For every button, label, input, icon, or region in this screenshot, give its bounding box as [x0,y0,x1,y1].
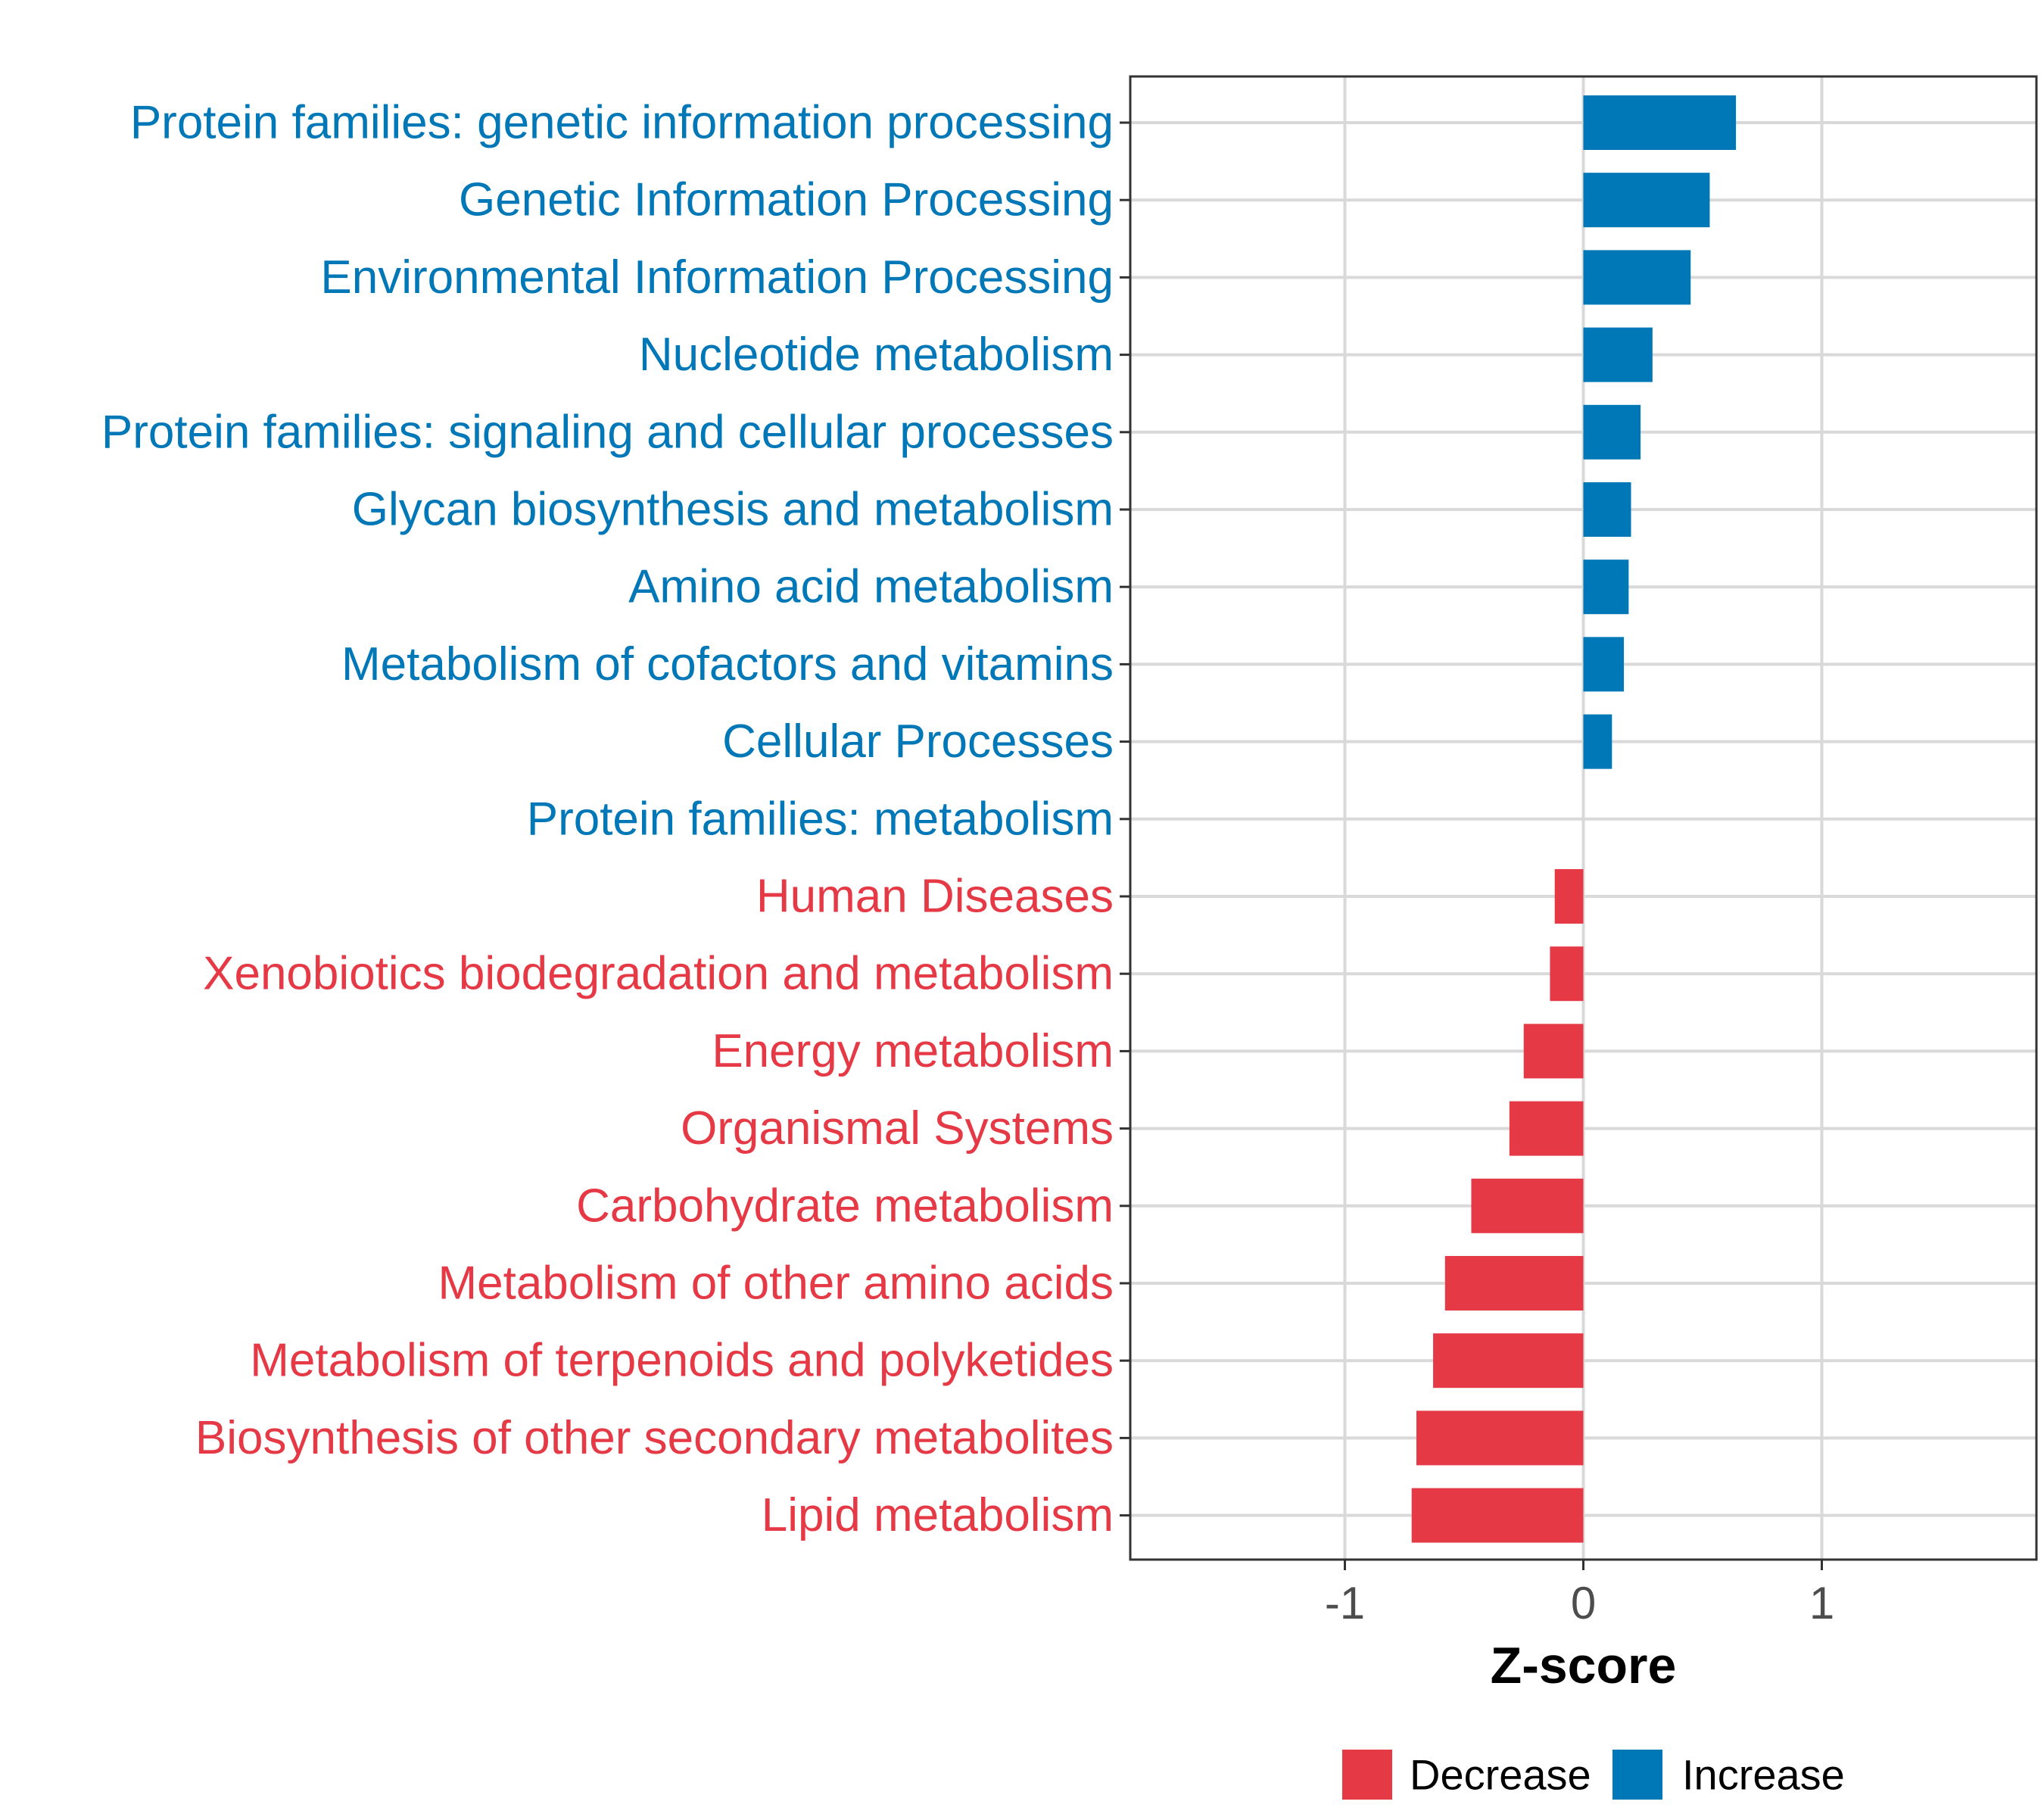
bar [1583,173,1710,228]
category-labels: Protein families: genetic information pr… [101,97,1114,1542]
category-label: Human Diseases [756,871,1114,923]
y-axis-ticks [1120,121,1130,1517]
category-label: Xenobiotics biodegradation and metabolis… [203,948,1114,1000]
x-tick-label: 1 [1809,1578,1834,1628]
x-axis-ticks: -1 0 1 [1325,1560,1834,1628]
bar [1433,1333,1584,1388]
category-label: Amino acid metabolism [628,561,1114,613]
bar [1583,482,1631,537]
category-label: Energy metabolism [712,1025,1114,1077]
bar-layer [1411,95,1737,1543]
bar [1583,714,1612,769]
category-label: Metabolism of terpenoids and polyketides [250,1335,1114,1387]
category-label: Environmental Information Processing [320,251,1114,304]
legend-key-decrease [1342,1750,1392,1800]
category-label: Protein families: genetic information pr… [130,97,1114,149]
legend-label-decrease: Decrease [1410,1751,1591,1799]
legend: Decrease Increase [1342,1750,1845,1800]
bar [1471,1178,1584,1233]
category-label: Protein families: metabolism [527,793,1114,845]
category-label: Lipid metabolism [762,1489,1114,1541]
category-label: Cellular Processes [722,715,1114,768]
bar [1583,327,1653,382]
legend-label-increase: Increase [1682,1751,1845,1799]
bar [1583,559,1629,615]
category-label: Glycan biosynthesis and metabolism [352,484,1114,536]
bar [1444,1256,1584,1311]
bar [1523,1024,1584,1079]
x-tick-label: 0 [1571,1578,1596,1628]
category-label: Nucleotide metabolism [639,329,1114,381]
bar [1416,1410,1584,1466]
category-label: Metabolism of cofactors and vitamins [341,638,1114,690]
category-label: Biosynthesis of other secondary metaboli… [195,1412,1114,1464]
legend-key-increase [1612,1750,1662,1800]
category-label: Metabolism of other amino acids [438,1258,1114,1310]
bar [1554,869,1584,924]
category-label: Carbohydrate metabolism [576,1180,1114,1232]
x-tick-label: -1 [1325,1578,1365,1628]
category-label: Protein families: signaling and cellular… [101,406,1114,458]
bar [1583,637,1625,692]
bar [1411,1488,1584,1543]
category-label: Organismal Systems [681,1102,1114,1155]
x-axis-title: Z-score [1491,1637,1677,1694]
bar [1509,1101,1584,1156]
bar [1583,404,1641,460]
bar [1583,95,1737,150]
category-label: Genetic Information Processing [459,174,1114,226]
bar [1583,250,1691,305]
bar [1550,946,1584,1002]
